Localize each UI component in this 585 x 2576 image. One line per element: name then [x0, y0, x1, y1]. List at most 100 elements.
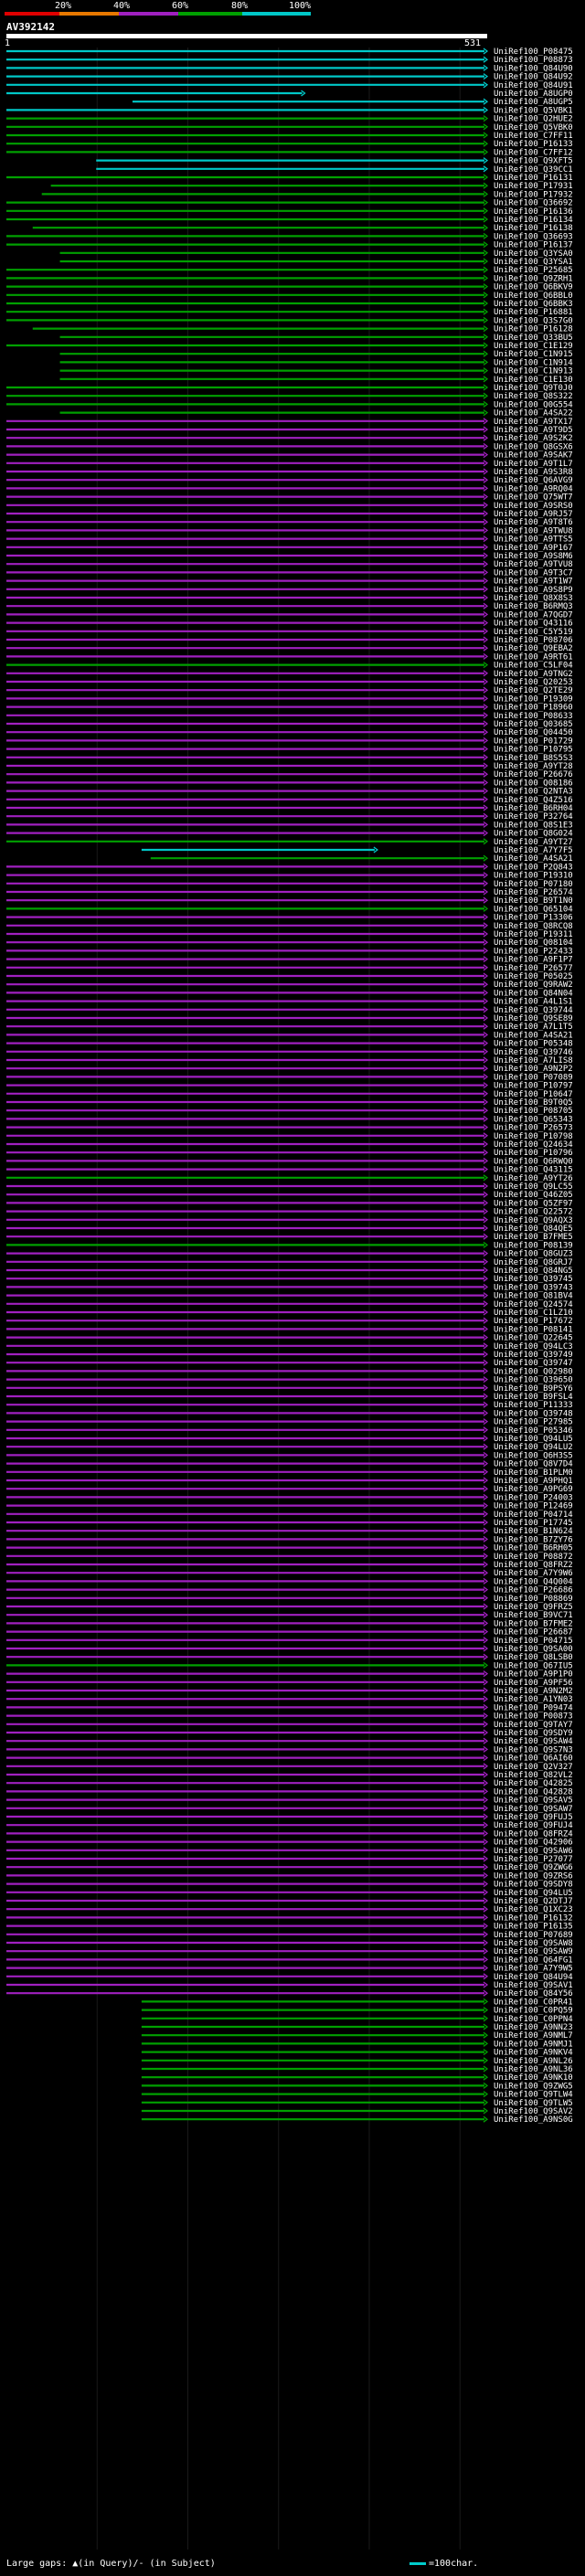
- hit-label[interactable]: UniRef100_P17931: [494, 182, 573, 191]
- hit-label[interactable]: UniRef100_P16881: [494, 308, 573, 317]
- hit-label[interactable]: UniRef100_Q8S1E3: [494, 821, 573, 830]
- hit-label[interactable]: UniRef100_P19309: [494, 694, 573, 704]
- hit-label[interactable]: UniRef100_Q8FRZ4: [494, 1829, 573, 1839]
- hit-label[interactable]: UniRef100_Q9SA00: [494, 1645, 573, 1654]
- hit-label[interactable]: UniRef100_Q9SAW8: [494, 1939, 573, 1948]
- hit-label[interactable]: UniRef100_Q8FRZ2: [494, 1561, 573, 1570]
- hit-label[interactable]: UniRef100_A9NMJ1: [494, 2040, 573, 2049]
- hit-label[interactable]: UniRef100_Q84Y56: [494, 1989, 573, 1998]
- hit-label[interactable]: UniRef100_P26686: [494, 1586, 573, 1595]
- hit-label[interactable]: UniRef100_A9PHQ1: [494, 1477, 573, 1486]
- hit-label[interactable]: UniRef100_P08872: [494, 1553, 573, 1562]
- hit-label[interactable]: UniRef100_Q2V327: [494, 1763, 573, 1772]
- hit-label[interactable]: UniRef100_P08705: [494, 1107, 573, 1116]
- hit-label[interactable]: UniRef100_P00873: [494, 1712, 573, 1722]
- hit-label[interactable]: UniRef100_Q46Z05: [494, 1191, 573, 1200]
- hit-label[interactable]: UniRef100_P16134: [494, 216, 573, 225]
- hit-label[interactable]: UniRef100_A8UGP0: [494, 90, 573, 99]
- hit-label[interactable]: UniRef100_Q6BKV9: [494, 283, 573, 292]
- hit-label[interactable]: UniRef100_P2Q843: [494, 863, 573, 872]
- hit-label[interactable]: UniRef100_A9TNG2: [494, 670, 573, 679]
- hit-label[interactable]: UniRef100_A9TWU8: [494, 526, 573, 535]
- hit-label[interactable]: UniRef100_Q3YSA0: [494, 249, 573, 259]
- hit-label[interactable]: UniRef100_Q43115: [494, 1166, 573, 1175]
- hit-label[interactable]: UniRef100_Q9ZWG5: [494, 2082, 573, 2091]
- hit-label[interactable]: UniRef100_P13306: [494, 914, 573, 923]
- hit-label[interactable]: UniRef100_A7QGD7: [494, 610, 573, 620]
- hit-label[interactable]: UniRef100_Q9ZRH1: [494, 274, 573, 283]
- hit-label[interactable]: UniRef100_P09474: [494, 1703, 573, 1712]
- hit-label[interactable]: UniRef100_P17932: [494, 190, 573, 199]
- hit-label[interactable]: UniRef100_Q39744: [494, 1006, 573, 1015]
- hit-label[interactable]: UniRef100_C0PQ59: [494, 2007, 573, 2016]
- hit-label[interactable]: UniRef100_Q8GUZ3: [494, 1250, 573, 1259]
- hit-label[interactable]: UniRef100_A9YT26: [494, 1174, 573, 1183]
- hit-label[interactable]: UniRef100_Q9ZRS6: [494, 1871, 573, 1881]
- hit-label[interactable]: UniRef100_P08869: [494, 1595, 573, 1604]
- hit-label[interactable]: UniRef100_C5Y519: [494, 628, 573, 637]
- hit-label[interactable]: UniRef100_A7Y7F5: [494, 846, 573, 855]
- hit-label[interactable]: UniRef100_Q8S322: [494, 392, 573, 401]
- hit-label[interactable]: UniRef100_A7LIS8: [494, 1056, 573, 1065]
- hit-label[interactable]: UniRef100_Q0G554: [494, 400, 573, 409]
- hit-label[interactable]: UniRef100_P10647: [494, 1090, 573, 1099]
- hit-label[interactable]: UniRef100_P10797: [494, 1082, 573, 1091]
- hit-label[interactable]: UniRef100_A9NL36: [494, 2065, 573, 2074]
- hit-label[interactable]: UniRef100_A9P1P0: [494, 1670, 573, 1680]
- hit-label[interactable]: UniRef100_A9TX17: [494, 418, 573, 427]
- hit-label[interactable]: UniRef100_Q84NG5: [494, 1267, 573, 1276]
- hit-label[interactable]: UniRef100_Q9SAW9: [494, 1947, 573, 1956]
- hit-label[interactable]: UniRef100_Q39CC1: [494, 165, 573, 175]
- hit-label[interactable]: UniRef100_B7FME5: [494, 1233, 573, 1242]
- hit-label[interactable]: UniRef100_Q9SE89: [494, 1014, 573, 1023]
- hit-label[interactable]: UniRef100_A7Y9W5: [494, 1965, 573, 1974]
- hit-label[interactable]: UniRef100_P26574: [494, 888, 573, 897]
- hit-label[interactable]: UniRef100_Q39747: [494, 1359, 573, 1368]
- hit-label[interactable]: UniRef100_Q84N04: [494, 989, 573, 998]
- hit-label[interactable]: UniRef100_A9RQ04: [494, 484, 573, 493]
- hit-label[interactable]: UniRef100_Q9SAW4: [494, 1737, 573, 1746]
- hit-label[interactable]: UniRef100_A9NN23: [494, 2023, 573, 2032]
- hit-label[interactable]: UniRef100_P08141: [494, 1325, 573, 1334]
- hit-label[interactable]: UniRef100_Q2DTJ7: [494, 1897, 573, 1906]
- hit-label[interactable]: UniRef100_C1N915: [494, 350, 573, 359]
- hit-label[interactable]: UniRef100_C5LF04: [494, 662, 573, 671]
- hit-label[interactable]: UniRef100_Q9SAW6: [494, 1847, 573, 1856]
- hit-label[interactable]: UniRef100_C7FF11: [494, 132, 573, 141]
- hit-label[interactable]: UniRef100_P32764: [494, 812, 573, 822]
- hit-label[interactable]: UniRef100_Q39748: [494, 1409, 573, 1418]
- hit-label[interactable]: UniRef100_P17672: [494, 1317, 573, 1326]
- hit-label[interactable]: UniRef100_B9VC71: [494, 1611, 573, 1620]
- hit-label[interactable]: UniRef100_P11333: [494, 1401, 573, 1410]
- hit-label[interactable]: UniRef100_Q2NTA3: [494, 788, 573, 797]
- hit-label[interactable]: UniRef100_Q9S7N3: [494, 1745, 573, 1754]
- hit-label[interactable]: UniRef100_B9FSL4: [494, 1393, 573, 1402]
- hit-label[interactable]: UniRef100_Q39745: [494, 1275, 573, 1284]
- hit-label[interactable]: UniRef100_Q9SAV2: [494, 2107, 573, 2116]
- hit-label[interactable]: UniRef100_Q24574: [494, 1300, 573, 1309]
- hit-label[interactable]: UniRef100_Q84U92: [494, 73, 573, 82]
- hit-label[interactable]: UniRef100_Q9TAY7: [494, 1721, 573, 1730]
- hit-label[interactable]: UniRef100_Q36693: [494, 232, 573, 241]
- hit-label[interactable]: UniRef100_Q94LC3: [494, 1342, 573, 1352]
- hit-label[interactable]: UniRef100_Q02980: [494, 1367, 573, 1376]
- hit-label[interactable]: UniRef100_A9NS0G: [494, 2115, 573, 2125]
- hit-label[interactable]: UniRef100_P27985: [494, 1418, 573, 1427]
- hit-label[interactable]: UniRef100_Q33BU5: [494, 334, 573, 343]
- hit-label[interactable]: UniRef100_A9NML7: [494, 2031, 573, 2041]
- hit-label[interactable]: UniRef100_P26577: [494, 964, 573, 973]
- hit-label[interactable]: UniRef100_Q9FUJ4: [494, 1821, 573, 1830]
- hit-label[interactable]: UniRef100_Q9FRZ5: [494, 1603, 573, 1612]
- hit-label[interactable]: UniRef100_B6RH05: [494, 1544, 573, 1553]
- hit-label[interactable]: UniRef100_Q08186: [494, 779, 573, 788]
- hit-label[interactable]: UniRef100_Q2TE29: [494, 686, 573, 695]
- hit-label[interactable]: UniRef100_A9T9D5: [494, 426, 573, 435]
- hit-label[interactable]: UniRef100_A9F1P7: [494, 956, 573, 965]
- hit-label[interactable]: UniRef100_B9T1N0: [494, 896, 573, 906]
- hit-label[interactable]: UniRef100_P07089: [494, 1073, 573, 1082]
- hit-label[interactable]: UniRef100_Q9TLW5: [494, 2099, 573, 2108]
- hit-label[interactable]: UniRef100_A9NK10: [494, 2073, 573, 2083]
- hit-label[interactable]: UniRef100_C1E130: [494, 376, 573, 385]
- hit-label[interactable]: UniRef100_A9S2K2: [494, 434, 573, 443]
- hit-label[interactable]: UniRef100_Q84U91: [494, 81, 573, 90]
